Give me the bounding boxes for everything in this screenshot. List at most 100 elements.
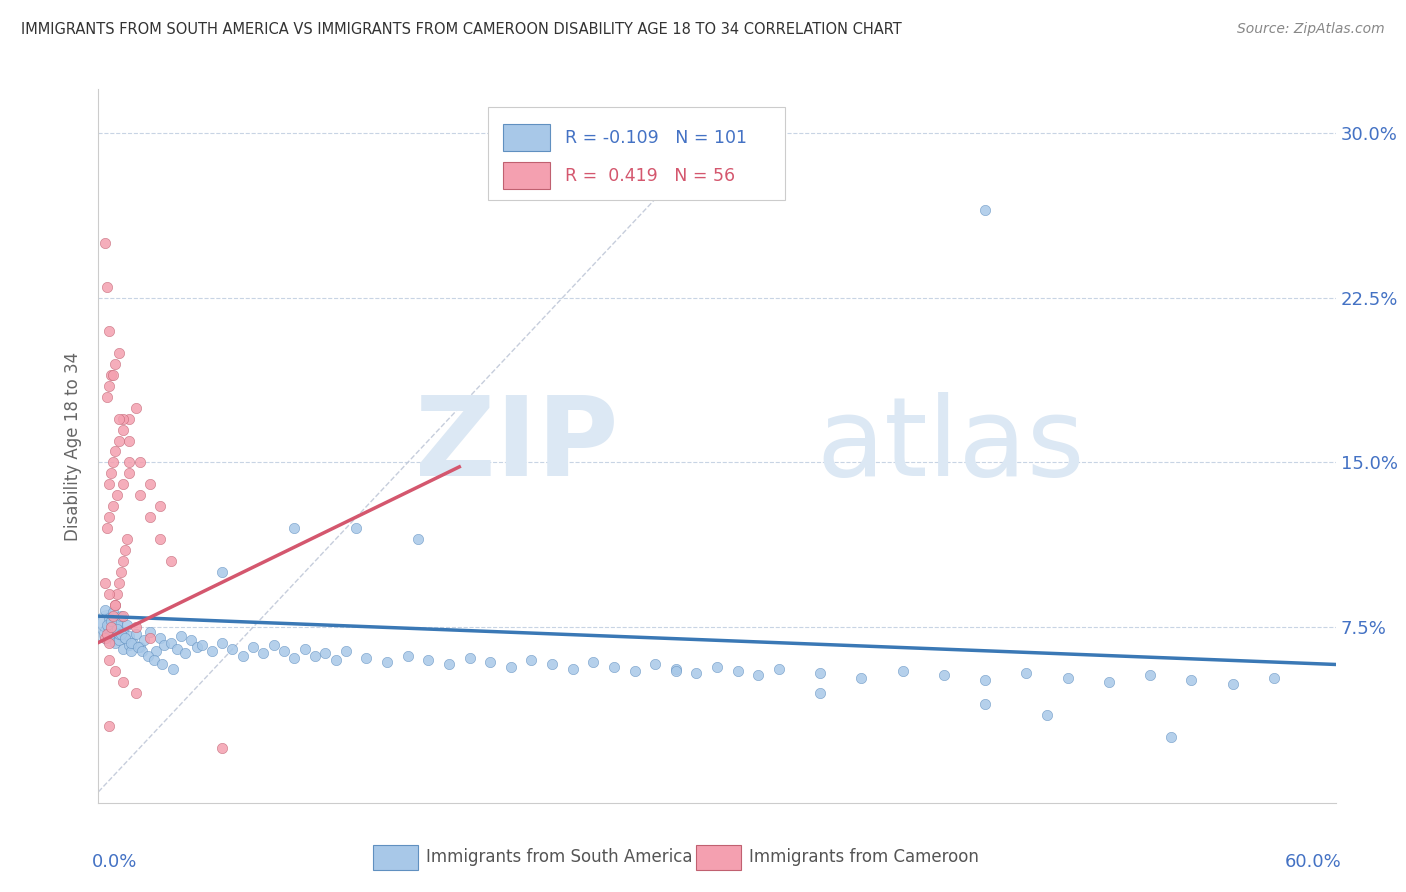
Point bbox=[974, 202, 997, 217]
Text: R = -0.109   N = 101: R = -0.109 N = 101 bbox=[565, 128, 747, 146]
Point bbox=[110, 626, 132, 640]
Point bbox=[96, 390, 118, 404]
Point bbox=[97, 378, 120, 392]
Point bbox=[124, 620, 146, 634]
Point bbox=[149, 533, 172, 547]
Text: Immigrants from Cameroon: Immigrants from Cameroon bbox=[749, 848, 979, 866]
Point bbox=[100, 467, 122, 481]
Point bbox=[891, 664, 914, 678]
Point bbox=[104, 623, 127, 637]
Point bbox=[112, 477, 135, 491]
Point bbox=[325, 653, 347, 667]
Point bbox=[582, 655, 605, 669]
Point bbox=[396, 648, 419, 663]
Text: atlas: atlas bbox=[815, 392, 1084, 500]
Point bbox=[406, 533, 429, 547]
Text: Immigrants from South America: Immigrants from South America bbox=[426, 848, 693, 866]
Point bbox=[96, 614, 118, 628]
Point bbox=[96, 521, 118, 535]
Point bbox=[150, 657, 173, 672]
Point bbox=[114, 631, 136, 645]
Point bbox=[932, 668, 955, 682]
Point bbox=[139, 624, 162, 639]
Point bbox=[108, 345, 131, 359]
Text: 0.0%: 0.0% bbox=[93, 853, 138, 871]
Point bbox=[665, 662, 688, 676]
Point bbox=[974, 697, 997, 711]
FancyBboxPatch shape bbox=[488, 107, 785, 200]
Point bbox=[283, 651, 305, 665]
Point bbox=[105, 615, 128, 630]
Point bbox=[145, 644, 167, 658]
Point bbox=[418, 653, 440, 667]
Point bbox=[118, 455, 141, 469]
Point bbox=[128, 455, 150, 469]
Point bbox=[232, 648, 254, 663]
Point bbox=[162, 662, 184, 676]
Point bbox=[104, 444, 127, 458]
Point bbox=[101, 620, 124, 634]
Point bbox=[112, 675, 135, 690]
Point bbox=[1015, 666, 1038, 681]
Point bbox=[211, 566, 233, 580]
Point bbox=[1160, 730, 1182, 744]
Point bbox=[273, 644, 295, 658]
Point bbox=[101, 609, 124, 624]
Point bbox=[93, 235, 115, 250]
Point bbox=[174, 647, 197, 661]
Point bbox=[211, 635, 233, 649]
Text: R =  0.419   N = 56: R = 0.419 N = 56 bbox=[565, 167, 735, 185]
Point bbox=[685, 666, 707, 681]
Point bbox=[105, 488, 128, 502]
Point bbox=[97, 510, 120, 524]
Point bbox=[104, 635, 127, 649]
Point bbox=[104, 357, 127, 371]
Point bbox=[1139, 668, 1161, 682]
Point bbox=[108, 576, 131, 591]
Text: 60.0%: 60.0% bbox=[1285, 853, 1341, 871]
Point bbox=[96, 618, 118, 632]
Point bbox=[101, 455, 124, 469]
Point bbox=[110, 609, 132, 624]
Point bbox=[499, 659, 522, 673]
Point bbox=[561, 662, 583, 676]
Point bbox=[304, 648, 326, 663]
Point bbox=[186, 640, 208, 654]
Point bbox=[375, 655, 398, 669]
Point bbox=[101, 605, 124, 619]
Point bbox=[108, 434, 131, 448]
Point bbox=[479, 655, 502, 669]
Point bbox=[356, 651, 378, 665]
Point bbox=[644, 657, 666, 672]
Point bbox=[1036, 708, 1059, 723]
Point bbox=[118, 434, 141, 448]
Point bbox=[128, 640, 150, 654]
Point bbox=[180, 633, 202, 648]
Text: IMMIGRANTS FROM SOUTH AMERICA VS IMMIGRANTS FROM CAMEROON DISABILITY AGE 18 TO 3: IMMIGRANTS FROM SOUTH AMERICA VS IMMIGRA… bbox=[21, 22, 901, 37]
Point bbox=[335, 644, 357, 658]
Point bbox=[108, 411, 131, 425]
Point bbox=[124, 686, 146, 700]
Point bbox=[97, 629, 120, 643]
Point bbox=[727, 664, 749, 678]
Point bbox=[263, 638, 285, 652]
Point bbox=[808, 686, 831, 700]
Point bbox=[108, 633, 131, 648]
Point bbox=[97, 477, 120, 491]
Point bbox=[96, 280, 118, 294]
Point bbox=[100, 368, 122, 382]
Y-axis label: Disability Age 18 to 34: Disability Age 18 to 34 bbox=[65, 351, 83, 541]
Point bbox=[124, 401, 146, 415]
Point bbox=[96, 623, 118, 637]
Point bbox=[97, 719, 120, 733]
Point bbox=[104, 664, 127, 678]
Point bbox=[105, 587, 128, 601]
Point bbox=[153, 638, 176, 652]
Point bbox=[136, 648, 159, 663]
Point bbox=[458, 651, 481, 665]
Point bbox=[344, 521, 367, 535]
Point bbox=[520, 653, 543, 667]
Point bbox=[118, 467, 141, 481]
Point bbox=[170, 629, 193, 643]
Point bbox=[118, 629, 141, 643]
